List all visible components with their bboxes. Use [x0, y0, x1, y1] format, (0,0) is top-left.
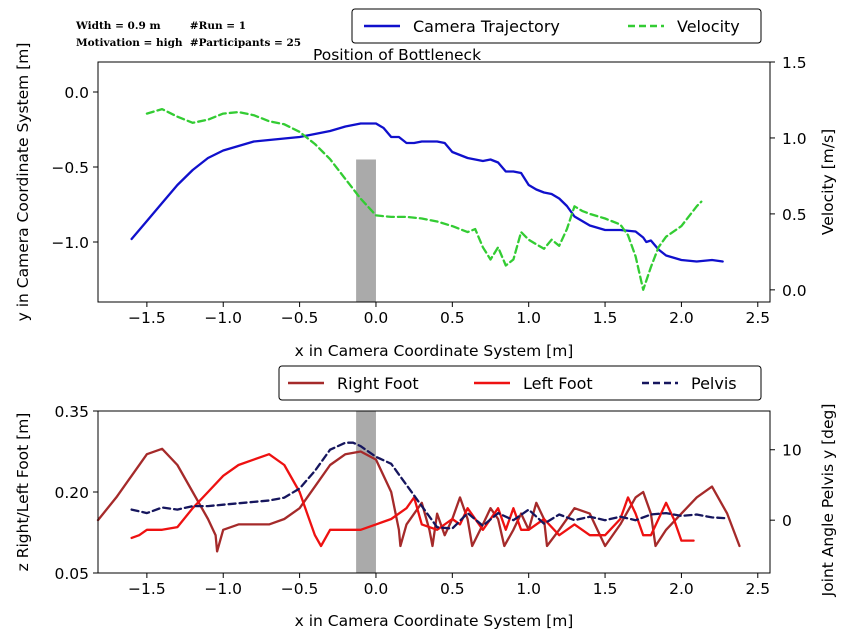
legend: Right Foot Left Foot Pelvis — [278, 365, 762, 401]
legend-label-left-foot: Left Foot — [523, 374, 593, 393]
y-right-tick-label: 1.0 — [782, 130, 807, 148]
plot-frame — [97, 61, 771, 303]
y-axis-right-label: Joint Angle Pelvis y [deg] — [819, 404, 837, 598]
x-tick-label: −1.0 — [204, 580, 242, 598]
y-axis-right-ticks: 1.5 1.0 0.5 0.0 — [770, 54, 807, 300]
legend: Camera Trajectory Velocity — [351, 8, 762, 44]
legend-label-pelvis: Pelvis — [691, 374, 737, 393]
x-tick-label: −1.5 — [128, 580, 166, 598]
note-line-1: Width = 0.9 m #Run = 1 — [75, 20, 246, 32]
foot-pelvis-chart: −1.5 −1.0 −0.5 0.0 0.5 1.0 1.5 2.0 2.5 0.350.200… — [14, 365, 837, 630]
x-tick-label: 0.0 — [364, 309, 389, 327]
series-line-left-foot — [130, 453, 695, 548]
trajectory-velocity-chart: −1.5 −1.0 −0.5 0.0 0.5 1.0 1.5 2.0 2.5 0.0−0.5−1… — [14, 8, 837, 360]
y-right-tick-label: 1.5 — [782, 54, 807, 72]
bottleneck-annotation: Position of Bottleneck — [313, 46, 481, 64]
legend-box — [351, 8, 762, 44]
legend-label-velocity: Velocity — [677, 17, 740, 36]
note-line-2: Motivation = high #Participants = 25 — [76, 37, 301, 49]
y-tick-label: −0.5 — [51, 159, 89, 177]
x-tick-label: 1.5 — [593, 580, 618, 598]
y-right-tick-label: 0.0 — [782, 282, 807, 300]
y-tick-label: 0.0 — [64, 84, 89, 102]
y-right-tick-label: 0.5 — [782, 206, 807, 224]
y-tick-label: 0.35 — [54, 403, 89, 421]
x-tick-label: −1.0 — [204, 309, 242, 327]
x-axis-ticks: −1.5 −1.0 −0.5 0.0 0.5 1.0 1.5 2.0 2.5 — [128, 573, 770, 598]
y-axis-right-ticks: 10 0 — [770, 442, 802, 530]
x-axis-label: x in Camera Coordinate System [m] — [295, 612, 574, 630]
x-tick-label: 2.0 — [669, 309, 694, 327]
y-right-tick-label: 10 — [782, 442, 802, 460]
x-tick-label: 2.5 — [745, 580, 770, 598]
x-tick-label: 0.0 — [364, 580, 389, 598]
x-axis-label: x in Camera Coordinate System [m] — [295, 342, 574, 360]
x-tick-label: 1.5 — [593, 309, 618, 327]
y-tick-label: −1.0 — [51, 234, 89, 252]
series-line-velocity — [145, 107, 703, 291]
series-line-camera-trajectory — [130, 122, 724, 263]
y-right-tick-label: 0 — [782, 512, 792, 530]
series-layer — [130, 107, 724, 291]
series-line-pelvis — [130, 441, 726, 530]
series-layer — [96, 441, 741, 553]
x-tick-label: 1.0 — [516, 309, 541, 327]
y-tick-label: 0.05 — [54, 565, 89, 583]
x-tick-label: 2.0 — [669, 580, 694, 598]
x-tick-label: 0.5 — [440, 309, 465, 327]
x-tick-label: −1.5 — [128, 309, 166, 327]
x-tick-label: 0.5 — [440, 580, 465, 598]
x-tick-label: −0.5 — [281, 580, 319, 598]
bottleneck-bar — [356, 411, 376, 573]
x-axis-ticks: −1.5 −1.0 −0.5 0.0 0.5 1.0 1.5 2.0 2.5 — [128, 302, 770, 327]
plot-area — [98, 411, 770, 573]
legend-box — [278, 365, 762, 401]
y-tick-label: 0.20 — [54, 484, 89, 502]
plot-area — [98, 62, 770, 302]
x-tick-label: 2.5 — [745, 309, 770, 327]
x-tick-label: 1.0 — [516, 580, 541, 598]
x-tick-label: −0.5 — [281, 309, 319, 327]
y-axis-label: y in Camera Coordinate System [m] — [14, 43, 32, 322]
y-axis-right-label: Velocity [m/s] — [819, 129, 837, 235]
bottleneck-bar — [356, 159, 376, 302]
legend-label-right-foot: Right Foot — [337, 374, 419, 393]
y-axis-ticks: 0.0 −0.5 −1.0 — [51, 84, 98, 252]
legend-label-camera-trajectory: Camera Trajectory — [413, 17, 560, 36]
y-axis-label: z Right/Left Foot [m] — [14, 413, 32, 572]
y-axis-ticks: 0.35 0.20 0.05 — [54, 403, 98, 583]
